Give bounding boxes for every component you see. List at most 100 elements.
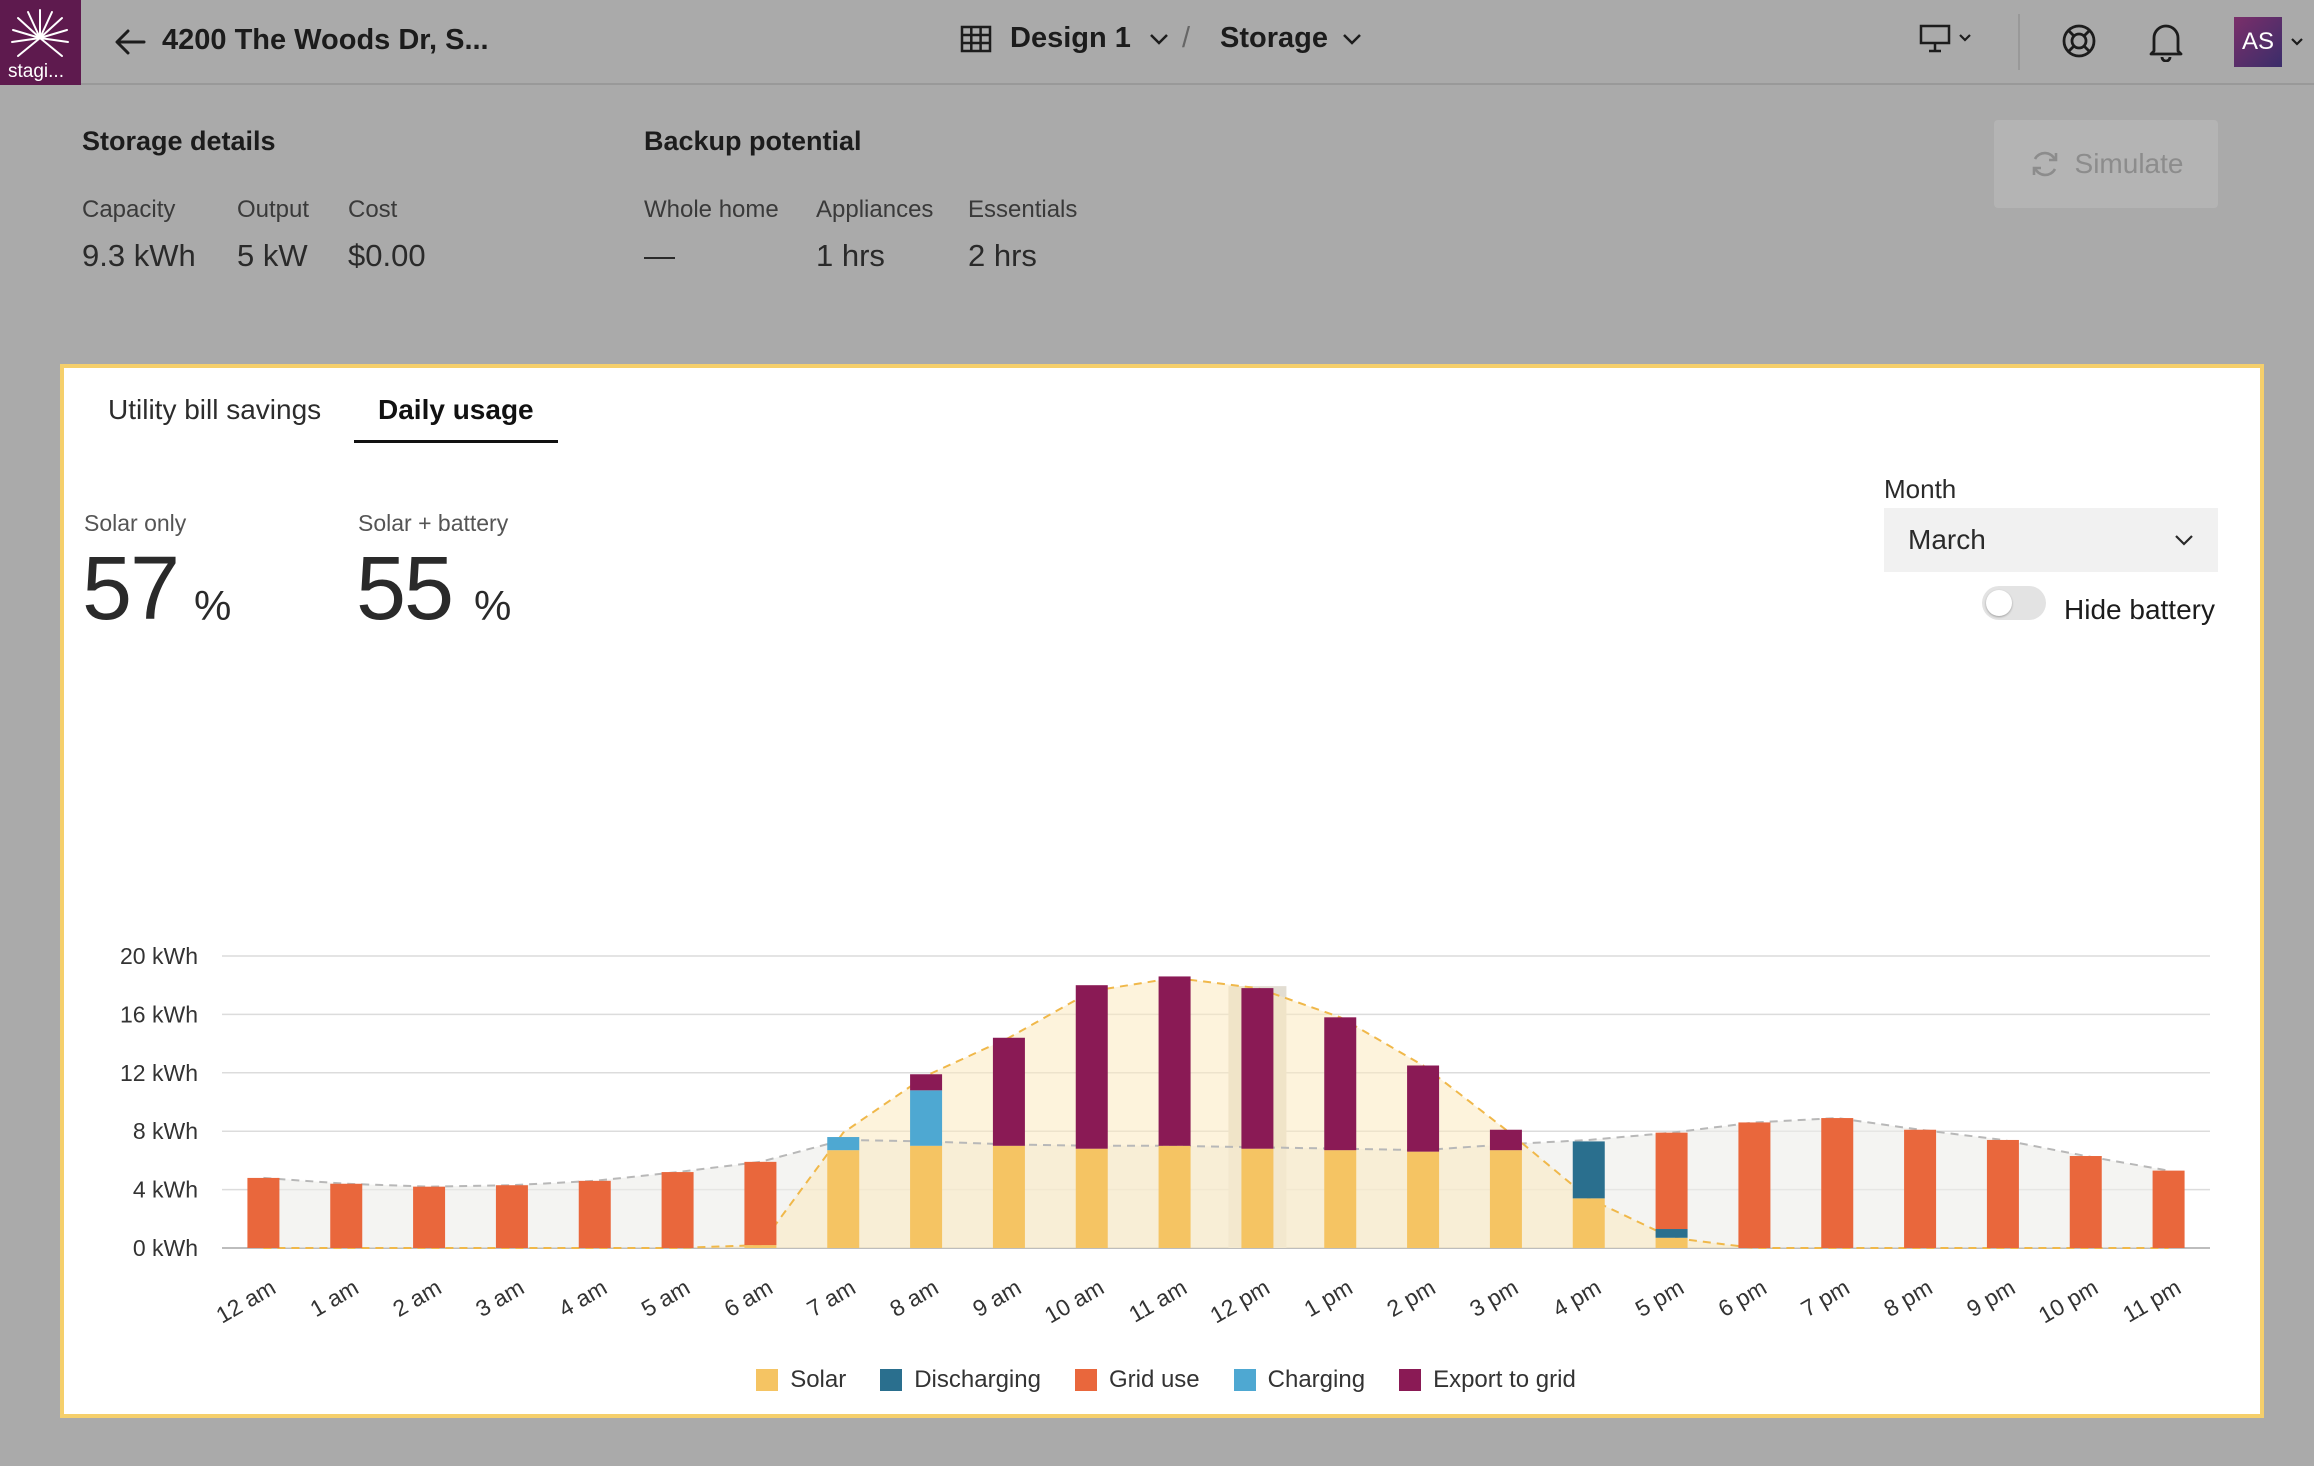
solar-only-label: Solar only	[84, 510, 187, 536]
bar-solar	[910, 1145, 943, 1248]
bar-grid_use	[661, 1172, 694, 1248]
solar-only-unit: %	[194, 582, 232, 629]
consumption-line	[263, 1117, 2169, 1188]
project-title[interactable]: 4200 The Woods Dr, S...	[162, 24, 489, 56]
top-bar: stagi... 4200 The Woods Dr, S... Design …	[0, 0, 2314, 85]
x-tick-label: 3 pm	[1465, 1274, 1522, 1322]
solar-battery-value: 55	[356, 539, 454, 639]
bar-solar	[1407, 1151, 1440, 1248]
x-tick-label: 8 am	[885, 1274, 942, 1322]
bar-solar	[1572, 1198, 1605, 1248]
present-button[interactable]	[1918, 22, 1972, 54]
y-tick-label: 0 kWh	[133, 1235, 198, 1261]
x-tick-label: 4 pm	[1548, 1274, 1605, 1322]
bell-icon	[2149, 24, 2183, 63]
x-tick-label: 9 pm	[1962, 1274, 2019, 1322]
bar-solar	[1158, 1145, 1191, 1248]
x-tick-label: 11 pm	[2118, 1274, 2185, 1328]
mode-selector[interactable]: Storage	[1220, 22, 1362, 55]
bar-charging	[910, 1090, 943, 1146]
bar-solar	[744, 1245, 777, 1248]
bar-discharging	[1655, 1229, 1688, 1238]
account-menu-button[interactable]	[2290, 34, 2304, 52]
solar-only-value: 57	[82, 539, 180, 639]
essentials-label: Essentials	[968, 196, 1078, 223]
design-selector[interactable]: Design 1	[960, 22, 1169, 55]
solar-battery-label: Solar + battery	[358, 510, 509, 536]
storage-details-title: Storage details	[82, 126, 276, 156]
grid-icon	[960, 25, 992, 52]
bar-export	[1489, 1129, 1522, 1151]
mode-label: Storage	[1220, 22, 1328, 54]
bar-grid_use	[2069, 1156, 2102, 1248]
capacity-value: 9.3 kWh	[82, 238, 196, 273]
bar-grid_use	[1655, 1132, 1688, 1230]
bar-grid_use	[247, 1177, 280, 1248]
x-tick-label: 2 am	[388, 1274, 445, 1322]
chevron-down-icon	[1149, 33, 1168, 45]
bar-solar	[992, 1145, 1025, 1248]
legend-item-charging[interactable]: Charging	[1233, 1366, 1365, 1394]
legend-swatch-discharging	[880, 1369, 903, 1391]
breadcrumb-separator: /	[1182, 22, 1191, 54]
chevron-down-icon	[2175, 535, 2193, 546]
appliances-label: Appliances	[816, 196, 934, 223]
notifications-button[interactable]	[2148, 20, 2184, 67]
x-tick-label: 4 am	[554, 1274, 611, 1322]
legend-item-solar[interactable]: Solar	[756, 1366, 846, 1394]
bar-export	[1158, 976, 1191, 1146]
x-tick-label: 6 am	[720, 1274, 777, 1322]
x-tick-label: 3 am	[471, 1274, 528, 1322]
y-tick-label: 20 kWh	[120, 943, 198, 969]
chevron-down-icon	[2291, 38, 2303, 46]
refresh-icon	[2032, 151, 2057, 177]
legend-swatch-charging	[1233, 1369, 1256, 1391]
x-tick-label: 12 am	[212, 1274, 280, 1328]
bar-export	[1075, 985, 1108, 1149]
bar-grid_use	[413, 1186, 446, 1248]
help-button[interactable]	[2060, 22, 2098, 65]
app-logo[interactable]: stagi...	[0, 0, 81, 85]
simulate-button[interactable]: Simulate	[1994, 120, 2218, 208]
bar-grid_use	[2152, 1170, 2185, 1248]
essentials-value: 2 hrs	[968, 238, 1037, 273]
bar-solar	[1655, 1237, 1688, 1248]
x-tick-label: 1 am	[305, 1274, 362, 1322]
presentation-icon	[1919, 24, 1951, 53]
daily-usage-panel: Utility bill savings Daily usage Solar o…	[60, 364, 2264, 1418]
solar-battery-unit: %	[474, 582, 512, 629]
x-tick-label: 5 am	[637, 1274, 694, 1322]
legend-swatch-grid-use	[1074, 1369, 1097, 1391]
cost-label: Cost	[348, 196, 398, 223]
legend-item-export-to-grid[interactable]: Export to grid	[1399, 1366, 1576, 1394]
bar-discharging	[1572, 1141, 1605, 1199]
chart-legend: Solar Discharging Grid use Charging Expo…	[64, 1366, 2268, 1394]
legend-swatch-solar	[756, 1369, 779, 1391]
chevron-down-icon	[1959, 34, 1971, 42]
x-tick-label: 7 pm	[1796, 1274, 1853, 1322]
legend-label-grid-use: Grid use	[1108, 1366, 1200, 1393]
legend-label-export-to-grid: Export to grid	[1433, 1366, 1576, 1393]
avatar[interactable]: AS	[2234, 17, 2282, 67]
legend-item-discharging[interactable]: Discharging	[880, 1366, 1041, 1394]
tab-daily-usage[interactable]: Daily usage	[354, 394, 558, 443]
bar-export	[1407, 1065, 1440, 1152]
arrow-left-icon	[115, 29, 146, 55]
tab-utility-bill-savings[interactable]: Utility bill savings	[108, 394, 322, 425]
capacity-label: Capacity	[82, 196, 176, 223]
y-tick-label: 12 kWh	[120, 1060, 198, 1086]
cost-value: $0.00	[348, 238, 426, 273]
y-tick-label: 8 kWh	[133, 1118, 198, 1144]
x-tick-label: 7 am	[802, 1274, 859, 1322]
output-value: 5 kW	[237, 238, 308, 273]
bar-grid_use	[495, 1185, 528, 1248]
month-select[interactable]: March	[1884, 508, 2218, 572]
back-button[interactable]	[110, 24, 150, 60]
bar-grid_use	[1738, 1122, 1771, 1248]
logo-text: stagi...	[8, 61, 64, 82]
legend-item-grid-use[interactable]: Grid use	[1074, 1366, 1200, 1394]
lifebuoy-icon	[2062, 24, 2096, 58]
bar-solar	[1075, 1148, 1108, 1248]
hide-battery-toggle[interactable]	[1982, 586, 2046, 620]
bar-charging	[827, 1137, 860, 1151]
